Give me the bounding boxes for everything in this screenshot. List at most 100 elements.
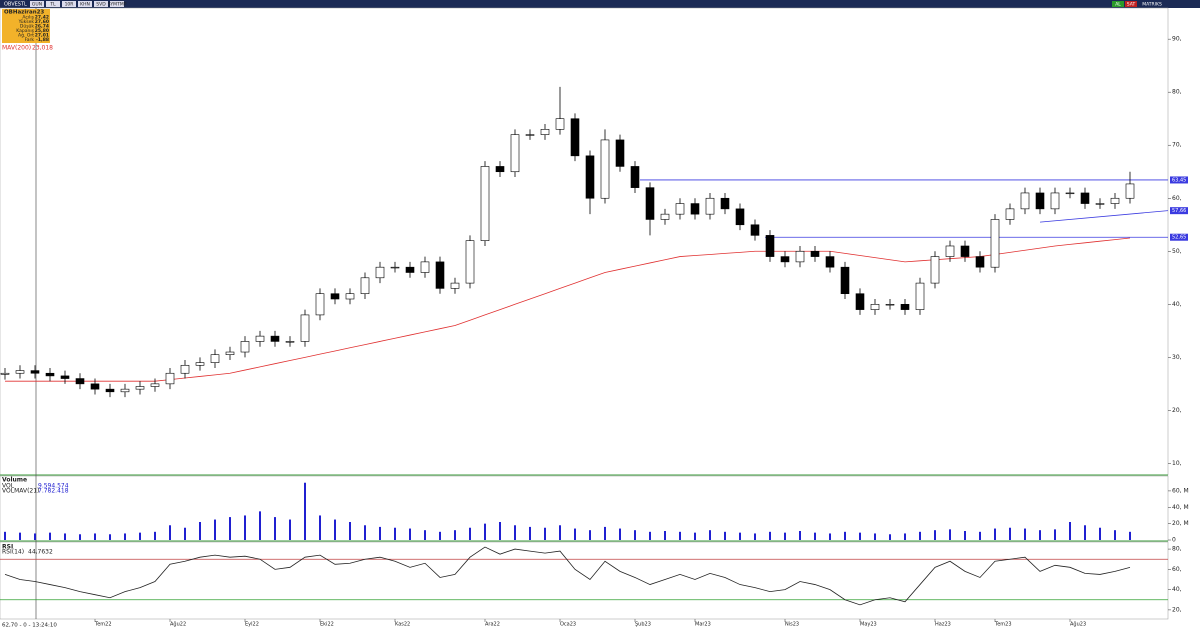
toolbar-button-label: TL (49, 2, 56, 8)
volume-bar (64, 533, 66, 540)
volume-bar (1009, 527, 1011, 540)
toolbar-button[interactable] (62, 1, 76, 7)
toolbar-button[interactable] (46, 1, 60, 7)
volume-legend-label: VOLMAV(21) (2, 488, 39, 495)
volume-bar (664, 531, 666, 540)
volume-bar (964, 531, 966, 540)
volume-bar (979, 531, 981, 540)
ma-line (5, 237, 1131, 382)
volume-bar (334, 519, 336, 540)
info-label: Fark (25, 37, 35, 43)
volume-bar (109, 534, 111, 540)
volume-bar (889, 534, 891, 540)
volume-bar (394, 527, 396, 540)
volume-bar (259, 511, 261, 540)
candle-body (465, 240, 475, 284)
y-tick-label: 60, (1172, 195, 1182, 202)
candle-body (255, 335, 265, 342)
volume-bar (409, 528, 411, 540)
volume-bar (4, 531, 6, 540)
candle-body (90, 383, 100, 390)
y-tick-label: 20, M (1172, 520, 1189, 527)
volume-bar (544, 527, 546, 540)
y-tick-label: 80, (1172, 89, 1182, 96)
volume-bar (1069, 522, 1071, 540)
volume-panel (0, 475, 1169, 542)
volume-bar (1084, 525, 1086, 540)
volume-bar (829, 533, 831, 540)
info-value: 27,42 (35, 15, 49, 21)
volume-bar (529, 526, 531, 540)
candle-body (315, 293, 325, 316)
candle-body (765, 235, 775, 257)
candle-body (960, 245, 970, 257)
volume-bar (859, 532, 861, 540)
volume-bar (739, 532, 741, 540)
candle-body (195, 362, 205, 366)
info-value: 27,60 (35, 19, 49, 25)
info-value: -1,88 (36, 37, 49, 43)
volume-bar (184, 527, 186, 540)
candle-body (915, 282, 925, 310)
toolbar-right-label: MATRIKS (1142, 2, 1162, 8)
toolbar-button[interactable] (110, 1, 124, 7)
candle-body (975, 256, 985, 268)
x-tick-label: Eki22 (320, 622, 334, 628)
toolbar-button-label: SYMTMP (108, 2, 127, 8)
candle-body (450, 282, 460, 289)
volume-bar (994, 528, 996, 540)
candle-body (825, 256, 835, 268)
candle-body (990, 219, 1000, 268)
candle-body (1080, 192, 1090, 204)
x-tick-label: Şub23 (635, 622, 651, 628)
candle-body (120, 388, 130, 393)
x-tick-label: Eyl22 (245, 622, 259, 628)
candle-body (585, 155, 595, 199)
candle-body (375, 266, 385, 279)
candle-body (0, 372, 10, 375)
toolbar-button[interactable] (94, 1, 108, 7)
candle-body (270, 335, 280, 342)
level-tag (1170, 207, 1188, 215)
volume-bar (904, 533, 906, 540)
volume-bar (694, 532, 696, 540)
candle-body (45, 372, 55, 377)
y-tick-label: 50, (1172, 248, 1182, 255)
candle-body (735, 208, 745, 226)
y-tick-label: 80, (1172, 546, 1182, 553)
candle-body (795, 250, 805, 263)
volume-bar (1054, 529, 1056, 540)
candle-body (1005, 208, 1015, 220)
volume-legend-value: 7.782.418 (38, 488, 69, 495)
info-value: 27,01 (35, 33, 49, 39)
volume-bar (604, 526, 606, 540)
volume-bar (304, 482, 306, 540)
candle-body (630, 166, 640, 188)
info-value: 26,74 (35, 24, 49, 30)
volume-bar (1099, 527, 1101, 540)
candle-body (300, 314, 310, 342)
toolbar-right-button[interactable] (1139, 1, 1165, 7)
y-tick-label: 20, (1172, 407, 1182, 414)
level-label: 57,66 (1172, 208, 1186, 214)
toolbar-right-label: SAT (1127, 2, 1136, 8)
volume-bar (244, 515, 246, 540)
candle-body (165, 372, 175, 385)
toolbar-button[interactable] (78, 1, 92, 7)
volume-bar (949, 529, 951, 540)
candle-body (555, 118, 565, 130)
volume-bar (934, 530, 936, 540)
toolbar-right-button[interactable] (1125, 1, 1137, 7)
toolbar-right-button[interactable] (1112, 1, 1124, 7)
toolbar-symbol: OBVESTL (4, 2, 27, 8)
info-box (2, 9, 50, 43)
y-tick-label: 40, (1172, 301, 1182, 308)
candle-body (780, 256, 790, 263)
x-tick-label: Haz23 (935, 622, 951, 628)
toolbar-button[interactable] (30, 1, 44, 7)
volume-bar (469, 527, 471, 540)
volume-bar (589, 530, 591, 540)
x-tick-label: Mar23 (695, 622, 711, 628)
candle-body (870, 304, 880, 310)
y-tick-label: 10, (1172, 460, 1182, 467)
